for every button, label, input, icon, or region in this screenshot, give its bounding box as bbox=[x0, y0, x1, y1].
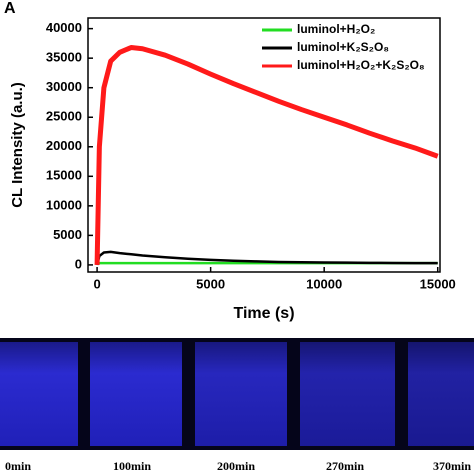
y-axis-label: CL Intensity (a.u.) bbox=[9, 82, 26, 208]
photo-strip bbox=[0, 338, 474, 450]
x-tick-label: 10000 bbox=[306, 276, 342, 291]
x-tick-label: 0 bbox=[93, 276, 100, 291]
series-line bbox=[94, 45, 439, 265]
plot-frame bbox=[87, 17, 441, 273]
photo-label: 270min bbox=[326, 459, 364, 473]
legend-label: luminol+H₂O₂ bbox=[297, 22, 375, 36]
legend-label: luminol+K₂S₂O₈ bbox=[297, 40, 389, 54]
photo-label: 370min bbox=[433, 459, 471, 473]
legend-label: luminol+H₂O₂+K₂S₂O₈ bbox=[297, 58, 425, 72]
y-tick-label: 40000 bbox=[46, 20, 82, 35]
y-tick-label: 5000 bbox=[53, 227, 82, 242]
y-tick-label: 0 bbox=[75, 256, 82, 271]
y-tick-label: 20000 bbox=[46, 138, 82, 153]
series-line bbox=[95, 250, 438, 266]
panel-label: A bbox=[4, 0, 16, 17]
photo-label: 200min bbox=[217, 459, 255, 473]
y-tick-label: 10000 bbox=[46, 197, 82, 212]
photo-label: 0min bbox=[5, 459, 31, 473]
y-tick-label: 15000 bbox=[46, 168, 82, 183]
y-tick-label: 35000 bbox=[46, 50, 82, 65]
x-axis-label: Time (s) bbox=[233, 305, 294, 322]
y-tick-label: 25000 bbox=[46, 109, 82, 124]
photo-label: 100min bbox=[113, 459, 151, 473]
x-tick-label: 15000 bbox=[420, 276, 456, 291]
x-tick-label: 5000 bbox=[196, 276, 225, 291]
y-tick-label: 30000 bbox=[46, 79, 82, 94]
